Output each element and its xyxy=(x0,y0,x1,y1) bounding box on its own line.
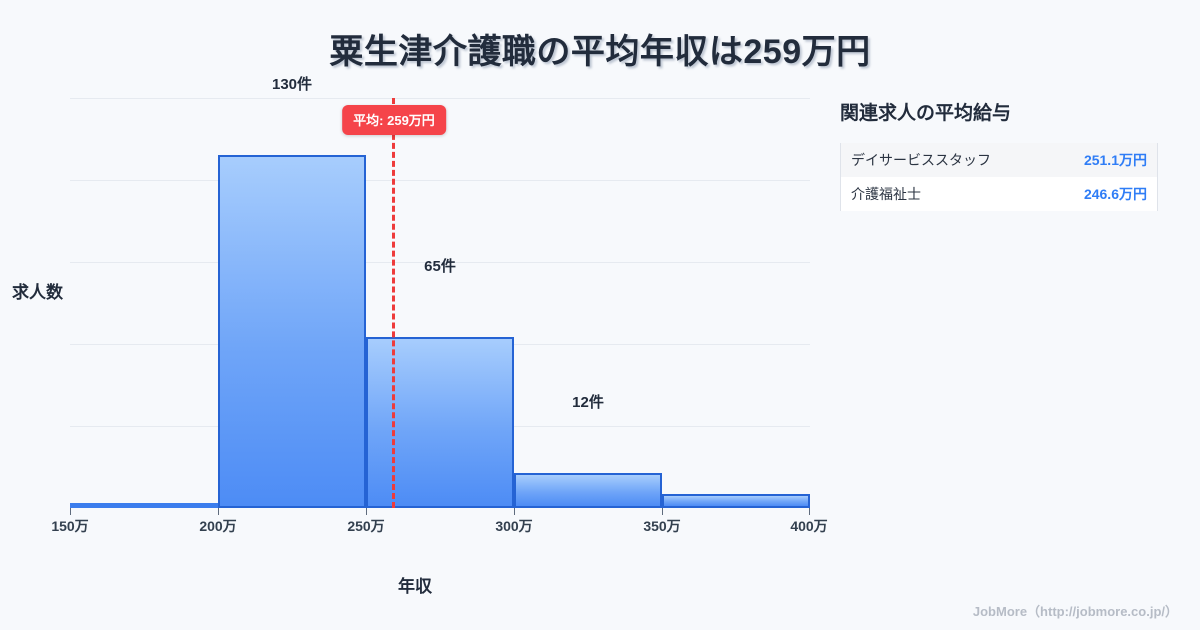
histogram-bar[interactable] xyxy=(514,473,662,508)
x-tick-label: 300万 xyxy=(495,518,533,534)
chart-container: 求人数 130件 65件 12件 150万 200万 250万 300万 35 xyxy=(12,76,828,596)
gridline xyxy=(70,262,810,263)
x-tick-label: 150万 xyxy=(51,518,89,534)
plot-area: 130件 65件 12件 150万 200万 250万 300万 350万 40… xyxy=(51,76,827,534)
bar-value-label: 12件 xyxy=(572,394,604,411)
table-row[interactable]: 介護福祉士 246.6万円 xyxy=(839,177,1158,211)
table-row[interactable]: デイサービススタッフ 251.1万円 xyxy=(839,143,1158,177)
job-name-cell: デイサービススタッフ xyxy=(839,143,1049,177)
x-tick xyxy=(70,508,71,515)
histogram-bar[interactable] xyxy=(366,337,514,508)
x-tick xyxy=(514,508,515,515)
y-axis-title: 求人数 xyxy=(12,283,63,302)
bar-value-label: 130件 xyxy=(271,76,313,93)
job-salary-cell: 246.6万円 xyxy=(1048,177,1158,211)
x-tick-label: 350万 xyxy=(643,518,681,534)
histogram-bar[interactable] xyxy=(70,503,218,508)
related-salary-table: デイサービススタッフ 251.1万円 介護福祉士 246.6万円 xyxy=(839,143,1158,211)
histogram-bar[interactable] xyxy=(218,155,366,508)
average-badge: 平均: 259万円 xyxy=(342,105,446,135)
bar-value-label: 65件 xyxy=(424,258,456,275)
histogram-bar[interactable] xyxy=(662,494,810,508)
x-tick-label: 400万 xyxy=(790,518,828,534)
x-tick xyxy=(809,508,810,515)
gridline xyxy=(70,180,810,181)
watermark-credit: JobMore（http://jobmore.co.jp/） xyxy=(972,604,1178,619)
related-salary-title: 関連求人の平均給与 xyxy=(840,103,1012,124)
x-axis-title: 年収 xyxy=(398,577,432,596)
x-tick xyxy=(662,508,663,515)
gridline xyxy=(70,98,810,99)
page-title: 粟生津介護職の平均年収は259万円 xyxy=(329,33,871,71)
job-name-cell: 介護福祉士 xyxy=(839,177,1049,211)
x-tick-label: 200万 xyxy=(199,518,237,534)
average-line xyxy=(392,98,395,508)
x-tick-label: 250万 xyxy=(347,518,385,534)
job-salary-cell: 251.1万円 xyxy=(1048,143,1158,177)
x-tick xyxy=(218,508,219,515)
related-salary-panel: 関連求人の平均給与 デイサービススタッフ 251.1万円 介護福祉士 246.6… xyxy=(836,98,1166,211)
x-tick xyxy=(366,508,367,515)
